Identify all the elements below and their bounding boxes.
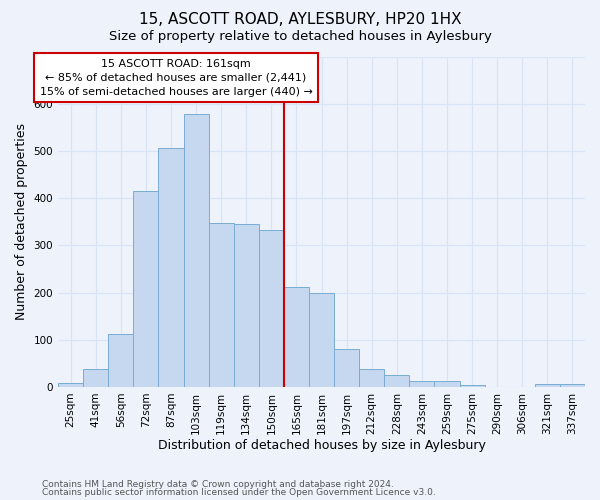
Bar	[184, 114, 209, 387]
Text: 15 ASCOTT ROAD: 161sqm
← 85% of detached houses are smaller (2,441)
15% of semi-: 15 ASCOTT ROAD: 161sqm ← 85% of detached…	[40, 59, 313, 97]
Bar	[359, 370, 384, 387]
Text: Contains public sector information licensed under the Open Government Licence v3: Contains public sector information licen…	[42, 488, 436, 497]
Bar	[434, 381, 460, 387]
Text: Size of property relative to detached houses in Aylesbury: Size of property relative to detached ho…	[109, 30, 491, 43]
Text: 15, ASCOTT ROAD, AYLESBURY, HP20 1HX: 15, ASCOTT ROAD, AYLESBURY, HP20 1HX	[139, 12, 461, 28]
Bar	[108, 334, 133, 387]
Bar	[560, 384, 585, 387]
Bar	[233, 224, 259, 387]
Bar	[133, 191, 158, 387]
Bar	[259, 230, 284, 387]
Bar	[58, 383, 83, 387]
Text: Contains HM Land Registry data © Crown copyright and database right 2024.: Contains HM Land Registry data © Crown c…	[42, 480, 394, 489]
Bar	[83, 370, 108, 387]
Bar	[209, 222, 233, 387]
Bar	[535, 384, 560, 387]
Bar	[460, 384, 485, 387]
Bar	[309, 292, 334, 387]
X-axis label: Distribution of detached houses by size in Aylesbury: Distribution of detached houses by size …	[158, 440, 485, 452]
Bar	[334, 349, 359, 387]
Bar	[284, 287, 309, 387]
Bar	[409, 381, 434, 387]
Bar	[158, 148, 184, 387]
Y-axis label: Number of detached properties: Number of detached properties	[15, 123, 28, 320]
Bar	[384, 375, 409, 387]
